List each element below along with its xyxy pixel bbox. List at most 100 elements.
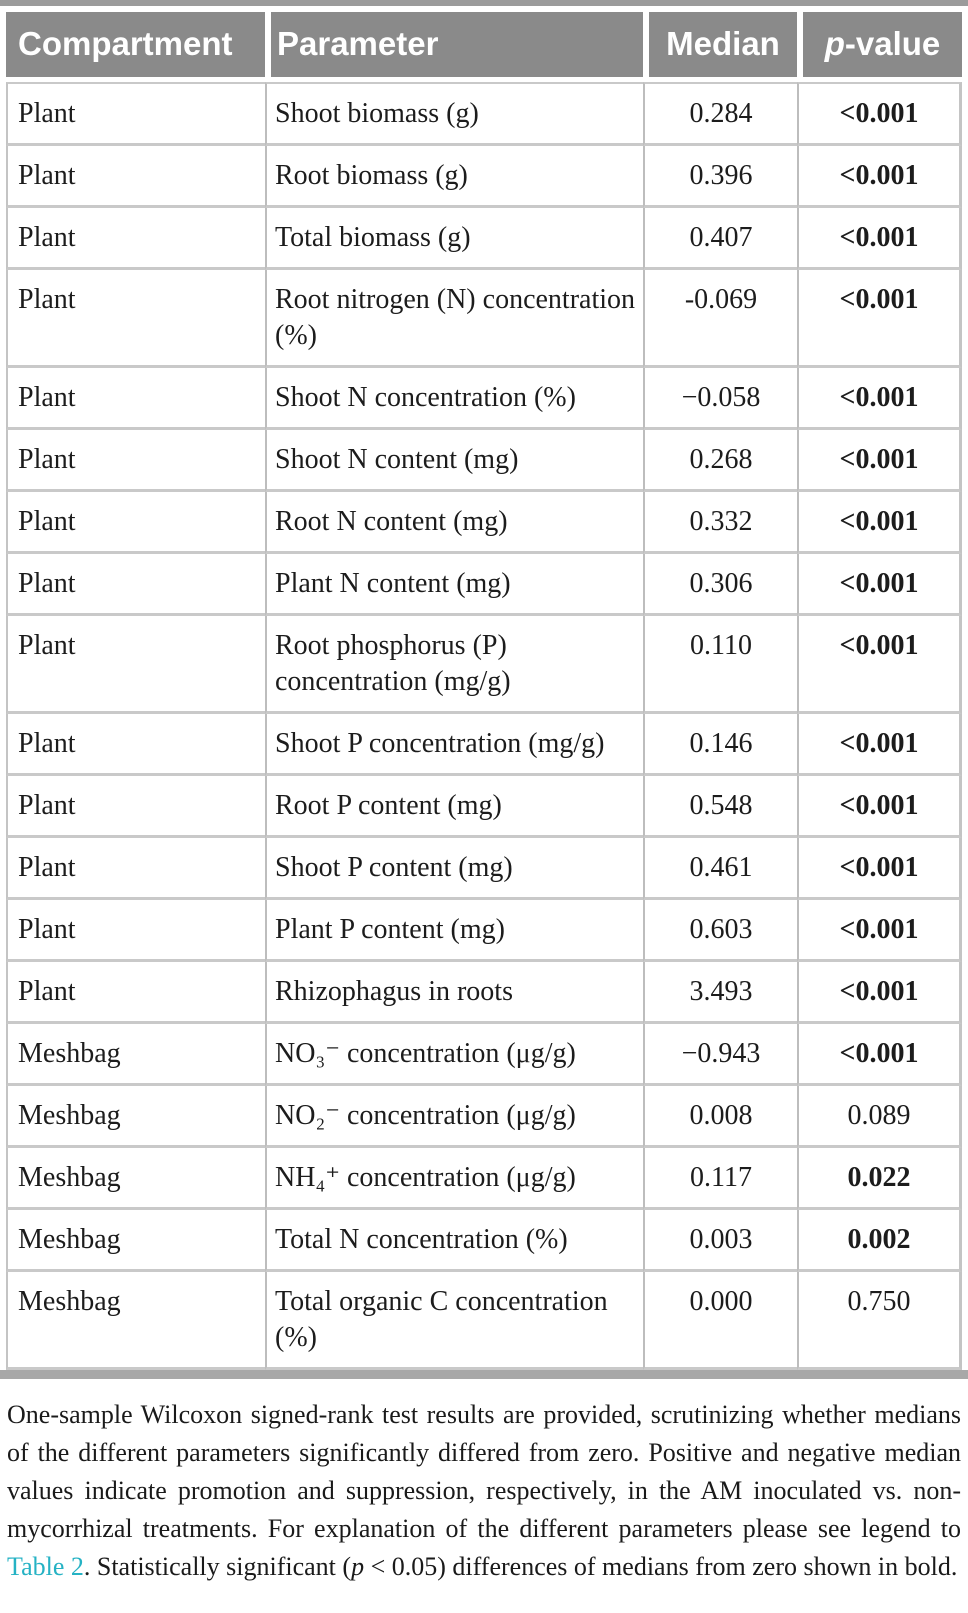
- cell-parameter: Shoot N content (mg): [265, 430, 643, 492]
- table-row: Meshbag NO₂⁻ concentration (μg/g) 0.008 …: [6, 1086, 962, 1148]
- table-row: Meshbag NH₄⁺ concentration (μg/g) 0.117 …: [6, 1148, 962, 1210]
- cell-median: 0.332: [643, 492, 797, 554]
- cell-p-value: 0.002: [797, 1210, 962, 1272]
- table-row: Plant Plant P content (mg) 0.603 <0.001: [6, 900, 962, 962]
- cell-p-value: <0.001: [797, 962, 962, 1024]
- cell-p-value: <0.001: [797, 554, 962, 616]
- cell-p-value: <0.001: [797, 900, 962, 962]
- table-row: Plant Plant N content (mg) 0.306 <0.001: [6, 554, 962, 616]
- cell-compartment: Plant: [6, 82, 265, 146]
- cell-parameter: Total biomass (g): [265, 208, 643, 270]
- cell-compartment: Plant: [6, 616, 265, 714]
- table-top-rule: [0, 0, 968, 6]
- table-row: Plant Total biomass (g) 0.407 <0.001: [6, 208, 962, 270]
- cell-parameter: Total N concentration (%): [265, 1210, 643, 1272]
- cell-compartment: Meshbag: [6, 1086, 265, 1148]
- cell-parameter: Total organic C concentration (%): [265, 1272, 643, 1370]
- cell-compartment: Plant: [6, 208, 265, 270]
- cell-parameter: Plant N content (mg): [265, 554, 643, 616]
- cell-p-value: <0.001: [797, 368, 962, 430]
- cell-compartment: Meshbag: [6, 1272, 265, 1370]
- table-row: Plant Shoot P concentration (mg/g) 0.146…: [6, 714, 962, 776]
- cell-parameter: Root P content (mg): [265, 776, 643, 838]
- cell-parameter: Root biomass (g): [265, 146, 643, 208]
- column-header-parameter: Parameter: [265, 12, 643, 82]
- cell-parameter: NO₃⁻ concentration (μg/g): [265, 1024, 643, 1086]
- cell-median: 0.461: [643, 838, 797, 900]
- cell-compartment: Plant: [6, 962, 265, 1024]
- cell-p-value: <0.001: [797, 1024, 962, 1086]
- cell-compartment: Plant: [6, 430, 265, 492]
- cell-parameter: Shoot P concentration (mg/g): [265, 714, 643, 776]
- column-header-median: Median: [643, 12, 797, 82]
- cell-parameter: Root nitrogen (N) concentration (%): [265, 270, 643, 368]
- cell-compartment: Meshbag: [6, 1210, 265, 1272]
- column-header-compartment: Compartment: [6, 12, 265, 82]
- results-table-body: Plant Shoot biomass (g) 0.284 <0.001 Pla…: [6, 82, 962, 1370]
- cell-p-value: 0.750: [797, 1272, 962, 1370]
- table-row: Plant Root phosphorus (P) concentration …: [6, 616, 962, 714]
- results-table-header: Compartment Parameter Median p-value: [6, 12, 962, 82]
- cell-compartment: Meshbag: [6, 1148, 265, 1210]
- table-row: Plant Root N content (mg) 0.332 <0.001: [6, 492, 962, 554]
- table-bottom-rule: [0, 1370, 968, 1379]
- cell-median: 3.493: [643, 962, 797, 1024]
- table-row: Plant Root biomass (g) 0.396 <0.001: [6, 146, 962, 208]
- cell-p-value: <0.001: [797, 82, 962, 146]
- cell-p-value: <0.001: [797, 270, 962, 368]
- cell-median: 0.117: [643, 1148, 797, 1210]
- table-row: Meshbag NO₃⁻ concentration (μg/g) −0.943…: [6, 1024, 962, 1086]
- results-table: Compartment Parameter Median p-value Pla…: [6, 12, 962, 1370]
- cell-median: 0.003: [643, 1210, 797, 1272]
- cell-compartment: Plant: [6, 270, 265, 368]
- cell-parameter: Rhizophagus in roots: [265, 962, 643, 1024]
- table-2-link[interactable]: Table 2: [7, 1552, 84, 1581]
- cell-p-value: <0.001: [797, 146, 962, 208]
- table-row: Meshbag Total organic C concentration (%…: [6, 1272, 962, 1370]
- cell-p-value: <0.001: [797, 492, 962, 554]
- cell-parameter: NH₄⁺ concentration (μg/g): [265, 1148, 643, 1210]
- cell-p-value: <0.001: [797, 616, 962, 714]
- cell-parameter: Shoot biomass (g): [265, 82, 643, 146]
- cell-compartment: Plant: [6, 900, 265, 962]
- cell-parameter: Plant P content (mg): [265, 900, 643, 962]
- cell-median: −0.943: [643, 1024, 797, 1086]
- cell-parameter: Shoot P content (mg): [265, 838, 643, 900]
- footnote-italic-p: p: [351, 1552, 365, 1581]
- cell-median: -0.069: [643, 270, 797, 368]
- table-row: Plant Shoot biomass (g) 0.284 <0.001: [6, 82, 962, 146]
- cell-compartment: Plant: [6, 146, 265, 208]
- p-value-header-rest: -value: [844, 25, 941, 62]
- cell-compartment: Plant: [6, 368, 265, 430]
- cell-p-value: <0.001: [797, 430, 962, 492]
- cell-p-value: <0.001: [797, 208, 962, 270]
- cell-median: 0.284: [643, 82, 797, 146]
- cell-p-value: 0.089: [797, 1086, 962, 1148]
- table-row: Meshbag Total N concentration (%) 0.003 …: [6, 1210, 962, 1272]
- footnote-text-1: One-sample Wilcoxon signed-rank test res…: [7, 1400, 961, 1543]
- table-row: Plant Root P content (mg) 0.548 <0.001: [6, 776, 962, 838]
- table-footnote: One-sample Wilcoxon signed-rank test res…: [7, 1396, 961, 1586]
- cell-parameter: Root N content (mg): [265, 492, 643, 554]
- cell-compartment: Plant: [6, 492, 265, 554]
- cell-compartment: Plant: [6, 554, 265, 616]
- table-row: Plant Rhizophagus in roots 3.493 <0.001: [6, 962, 962, 1024]
- cell-median: 0.407: [643, 208, 797, 270]
- cell-median: 0.008: [643, 1086, 797, 1148]
- table-row: Plant Shoot N concentration (%) −0.058 <…: [6, 368, 962, 430]
- cell-compartment: Plant: [6, 776, 265, 838]
- cell-compartment: Plant: [6, 714, 265, 776]
- cell-p-value: <0.001: [797, 776, 962, 838]
- cell-compartment: Meshbag: [6, 1024, 265, 1086]
- cell-median: 0.000: [643, 1272, 797, 1370]
- cell-median: 0.268: [643, 430, 797, 492]
- cell-median: 0.146: [643, 714, 797, 776]
- footnote-text-3: < 0.05) differences of medians from zero…: [364, 1552, 958, 1581]
- table-row: Plant Shoot N content (mg) 0.268 <0.001: [6, 430, 962, 492]
- cell-p-value: <0.001: [797, 714, 962, 776]
- cell-compartment: Plant: [6, 838, 265, 900]
- column-header-p-value: p-value: [797, 12, 962, 82]
- cell-p-value: 0.022: [797, 1148, 962, 1210]
- cell-median: 0.548: [643, 776, 797, 838]
